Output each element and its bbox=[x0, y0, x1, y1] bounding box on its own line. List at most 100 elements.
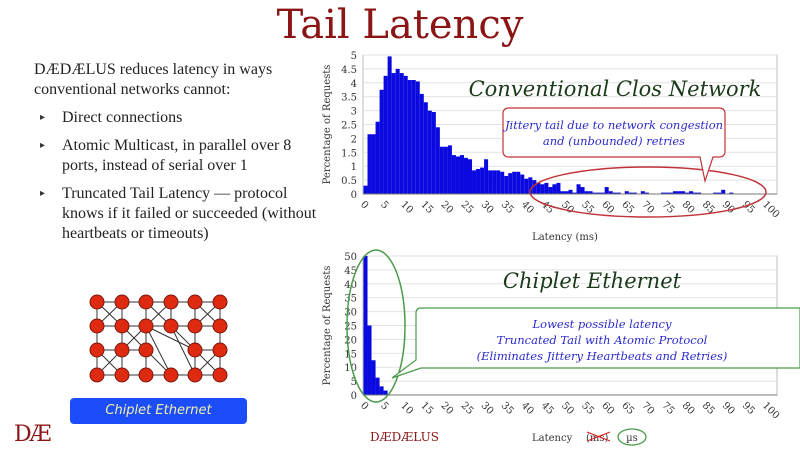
y-tick-label: 50 bbox=[344, 252, 357, 263]
histogram-bar bbox=[399, 73, 404, 194]
histogram-bar bbox=[568, 189, 573, 194]
histogram-bar bbox=[371, 360, 376, 395]
histogram-bar bbox=[403, 75, 408, 194]
triangle-right-icon: ▸ bbox=[40, 140, 46, 151]
histogram-bar bbox=[548, 187, 553, 194]
x-tick-label: 15 bbox=[418, 400, 435, 417]
chart-title: Conventional Clos Network bbox=[469, 77, 762, 101]
histogram-bar bbox=[492, 170, 497, 194]
histogram-bar bbox=[729, 192, 734, 194]
intro-text: DÆDÆLUS reduces latency in ways conventi… bbox=[34, 61, 273, 98]
histogram-bar bbox=[516, 171, 521, 194]
x-tick-label: 65 bbox=[619, 400, 636, 417]
histogram-bar bbox=[468, 159, 473, 194]
histogram-bar bbox=[600, 192, 605, 194]
y-tick-label: 2 bbox=[351, 134, 357, 145]
histogram-bar bbox=[387, 56, 392, 194]
x-axis-label: Latency (ms) bbox=[532, 232, 598, 243]
histogram-bar bbox=[439, 146, 444, 194]
y-axis-label: Percentage of Requests bbox=[322, 65, 333, 185]
x-tick-label: 55 bbox=[579, 400, 596, 417]
histogram-bar bbox=[681, 191, 686, 194]
y-tick-label: 5 bbox=[351, 377, 357, 388]
x-tick-label: 45 bbox=[539, 400, 556, 417]
callout-text: Lowest possible latency bbox=[532, 317, 672, 331]
histogram-bar bbox=[580, 187, 585, 194]
x-tick-label: 35 bbox=[499, 400, 516, 417]
histogram-bar bbox=[363, 256, 368, 395]
y-tick-label: 3 bbox=[351, 107, 357, 118]
x-tick-label: 75 bbox=[660, 199, 677, 216]
x-tick-label: 10 bbox=[398, 199, 415, 216]
histogram-bar bbox=[536, 182, 541, 194]
histogram-bar bbox=[552, 184, 557, 194]
histogram-bar bbox=[419, 93, 424, 194]
histogram-bar bbox=[411, 80, 416, 194]
histogram-bar bbox=[447, 145, 452, 194]
histogram-bar bbox=[592, 192, 597, 194]
tail-highlight-ellipse bbox=[529, 166, 767, 218]
histogram-bar bbox=[572, 192, 577, 194]
slide-title: Tail Latency bbox=[276, 2, 524, 48]
histogram-bar bbox=[496, 170, 501, 194]
x-tick-label: 20 bbox=[438, 400, 455, 417]
x-tick-label: 40 bbox=[519, 199, 536, 216]
y-tick-label: 5 bbox=[351, 51, 357, 62]
y-tick-label: 0 bbox=[351, 190, 357, 201]
histogram-bar bbox=[697, 192, 702, 194]
histogram-bar bbox=[407, 80, 412, 194]
histogram-bar bbox=[644, 192, 649, 194]
y-tick-label: 3.5 bbox=[341, 93, 357, 104]
callout-text: and (unbounded) retries bbox=[543, 134, 685, 148]
histogram-bar bbox=[484, 159, 489, 194]
chart-title: Chiplet Ethernet bbox=[503, 269, 682, 293]
x-tick-label: 20 bbox=[438, 199, 455, 216]
histogram-bar bbox=[383, 390, 388, 395]
histogram-bar bbox=[431, 111, 436, 194]
histogram-bar bbox=[672, 191, 678, 194]
callout-text: Jittery tail due to network congestion bbox=[503, 118, 723, 132]
histogram-bar bbox=[660, 192, 665, 194]
unit-highlight-ellipse bbox=[617, 428, 647, 446]
histogram-bar bbox=[604, 187, 609, 194]
x-tick-label: 70 bbox=[639, 400, 656, 417]
histogram-bar bbox=[624, 191, 629, 194]
x-tick-label: 95 bbox=[740, 400, 757, 417]
x-tick-label: 35 bbox=[499, 199, 516, 216]
x-axis-label-struck: (ms) bbox=[586, 433, 609, 444]
y-tick-label: 15 bbox=[344, 349, 357, 360]
left-column: DÆDÆLUS reduces latency in ways conventi… bbox=[34, 60, 320, 252]
histogram-bar bbox=[512, 171, 517, 194]
histogram-bar bbox=[524, 178, 529, 194]
histogram-bar bbox=[564, 191, 569, 194]
callout-box bbox=[502, 107, 726, 184]
y-tick-label: 40 bbox=[344, 280, 357, 291]
histogram-bar bbox=[560, 191, 565, 194]
histogram-bar bbox=[628, 192, 633, 194]
histogram-bar bbox=[544, 182, 549, 194]
histogram-bar bbox=[596, 192, 601, 194]
x-tick-label: 0 bbox=[358, 199, 370, 211]
x-tick-label: 85 bbox=[700, 400, 717, 417]
x-tick-label: 0 bbox=[358, 400, 370, 412]
histogram-bar bbox=[375, 377, 380, 395]
histogram-bar bbox=[588, 191, 593, 194]
head-highlight-ellipse bbox=[346, 249, 406, 403]
histogram-bar bbox=[383, 75, 388, 194]
x-tick-label: 15 bbox=[418, 199, 435, 216]
bullet-text: Truncated Tail Latency — protocol knows … bbox=[62, 185, 317, 242]
x-tick-label: 65 bbox=[619, 199, 636, 216]
histogram-bar bbox=[528, 177, 533, 194]
histogram-bar bbox=[668, 192, 673, 194]
histogram-bar bbox=[556, 182, 561, 194]
histogram-bar bbox=[677, 191, 682, 194]
histogram-bar bbox=[451, 155, 456, 194]
histogram-bar bbox=[713, 192, 718, 194]
x-tick-label: 10 bbox=[398, 400, 415, 417]
x-tick-label: 100 bbox=[760, 199, 781, 220]
histogram-bar bbox=[435, 127, 440, 194]
histogram-bar bbox=[616, 192, 621, 194]
histogram-bar bbox=[379, 386, 384, 395]
